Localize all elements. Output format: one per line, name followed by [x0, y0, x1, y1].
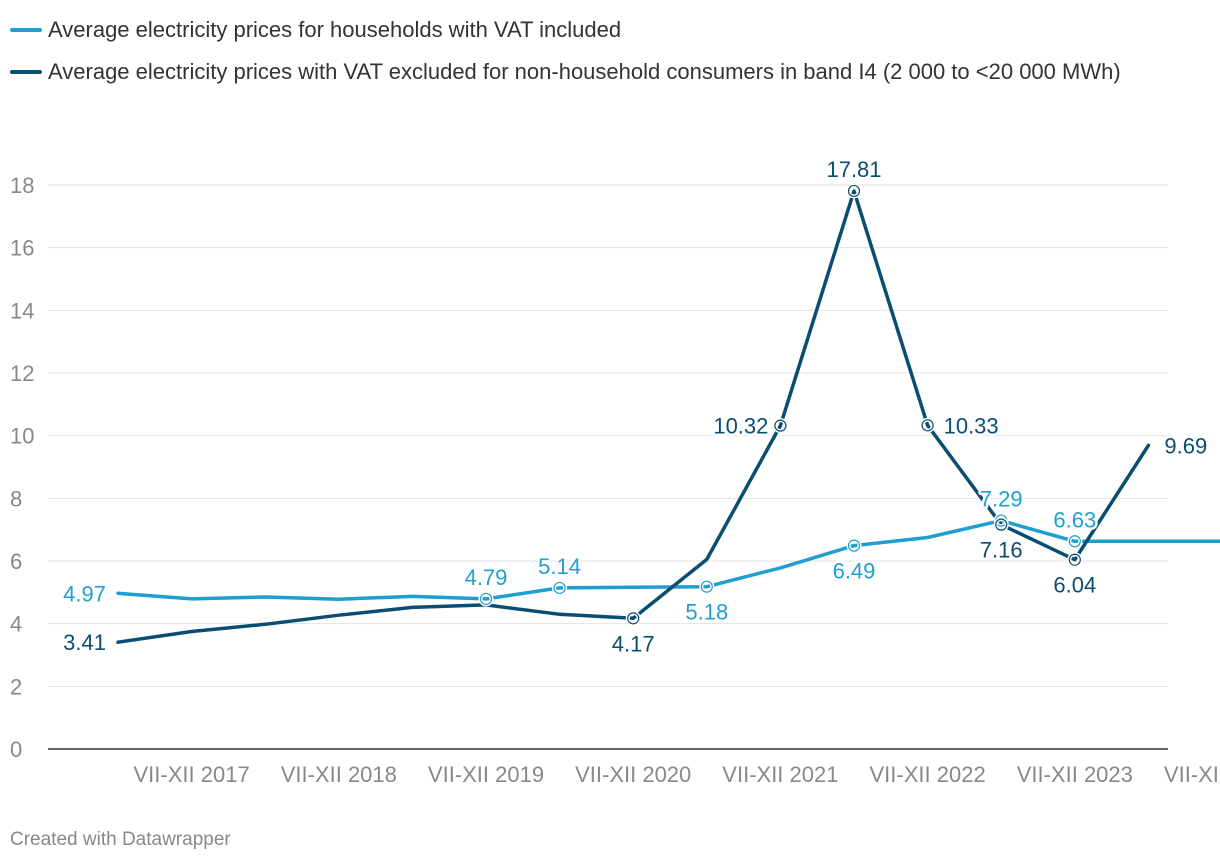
- data-label-halo: 6.49: [833, 559, 876, 584]
- data-point: [479, 592, 493, 606]
- data-label-halo: 6.63: [1053, 507, 1096, 532]
- y-tick-label-0: 0: [10, 737, 22, 762]
- data-label: 10.33: [944, 413, 999, 438]
- y-axis: 0 2 4 6 8 10 12 14 16 18: [10, 173, 34, 762]
- data-label: 9.69: [1164, 433, 1207, 458]
- data-point: [847, 539, 861, 552]
- x-tick-label: VII-XII 2017: [134, 762, 250, 787]
- data-label: 4.17: [612, 631, 655, 656]
- legend-label-non-household: Average electricity prices with VAT excl…: [48, 59, 1121, 84]
- x-tick-label: VII-XII 2024: [1164, 762, 1220, 787]
- x-tick-label: VII-XII 2022: [870, 762, 986, 787]
- data-label-halo: 6.04: [1053, 573, 1096, 598]
- data-label-halo: 4.97: [63, 581, 106, 606]
- data-label: 7.16: [980, 538, 1023, 563]
- data-label: 6.63: [1053, 507, 1096, 532]
- data-point: [1068, 553, 1081, 566]
- x-axis: VII-XII 2017 VII-XII 2018 VII-XII 2019 VII-…: [134, 762, 1220, 787]
- legend-swatch-households: [10, 28, 42, 32]
- data-point: [921, 419, 934, 432]
- data-label: 5.18: [685, 600, 728, 625]
- series-lines: [116, 189, 1220, 644]
- data-point: [1068, 535, 1081, 548]
- data-point: [774, 419, 787, 432]
- data-label: 4.79: [465, 565, 508, 590]
- x-tick-label: VII-XII 2020: [575, 762, 691, 787]
- data-label: 6.49: [833, 559, 876, 584]
- data-point: [995, 518, 1008, 531]
- legend-item-households[interactable]: Average electricity prices for household…: [10, 14, 1190, 46]
- data-label-halo: 7.16: [980, 538, 1023, 563]
- data-markers: [478, 183, 1083, 626]
- y-tick-label-2: 2: [10, 674, 22, 699]
- y-tick-label-16: 16: [10, 236, 34, 261]
- legend-label-households: Average electricity prices for household…: [48, 17, 622, 42]
- data-label-halo: 4.17: [612, 631, 655, 656]
- data-point: [553, 581, 566, 595]
- data-point: [627, 612, 640, 625]
- y-tick-label-18: 18: [10, 173, 34, 198]
- x-tick-label: VII-XII 2023: [1017, 762, 1133, 787]
- y-tick-label-8: 8: [10, 486, 22, 511]
- data-label-halo: 5.18: [685, 600, 728, 625]
- data-point: [700, 580, 713, 593]
- x-tick-label: VII-XII 2019: [428, 762, 544, 787]
- y-tick-label-12: 12: [10, 361, 34, 386]
- y-tick-label-6: 6: [10, 549, 22, 574]
- x-tick-label: VII-XII 2018: [281, 762, 397, 787]
- data-label-halo: 9.69: [1164, 433, 1207, 458]
- data-label-halo: 10.32: [713, 414, 768, 439]
- y-tick-label-14: 14: [10, 298, 34, 323]
- gridlines: [48, 184, 1168, 750]
- data-label: 17.81: [826, 157, 881, 182]
- data-label-halo: 5.14: [538, 554, 581, 579]
- footer-credit: Created with Datawrapper: [10, 829, 231, 850]
- data-label-halo: 10.33: [944, 413, 999, 438]
- data-label-halo: 4.79: [465, 565, 508, 590]
- data-labels: 4.974.974.794.79 5.145.145.185.186.496.49…: [61, 154, 1210, 658]
- y-tick-label-4: 4: [10, 612, 22, 637]
- data-label-halo: 17.81: [826, 157, 881, 182]
- legend-swatch-non-household: [10, 70, 42, 74]
- x-tick-label: VII-XII 2021: [722, 762, 838, 787]
- data-point: [847, 184, 861, 198]
- data-label-halo: 7.29: [980, 487, 1023, 512]
- data-label: 6.04: [1053, 573, 1096, 598]
- data-label-halo: 3.41: [63, 630, 106, 655]
- y-tick-label-10: 10: [10, 424, 34, 449]
- legend-item-non-household[interactable]: Average electricity prices with VAT excl…: [10, 56, 1190, 88]
- data-label: 4.97: [63, 581, 106, 606]
- legend: Average electricity prices for household…: [10, 14, 1190, 98]
- data-label: 5.14: [538, 554, 581, 579]
- data-label: 10.32: [713, 414, 768, 439]
- data-label: 3.41: [63, 630, 106, 655]
- data-label: 7.29: [980, 487, 1023, 512]
- series-line-1: [116, 189, 1151, 644]
